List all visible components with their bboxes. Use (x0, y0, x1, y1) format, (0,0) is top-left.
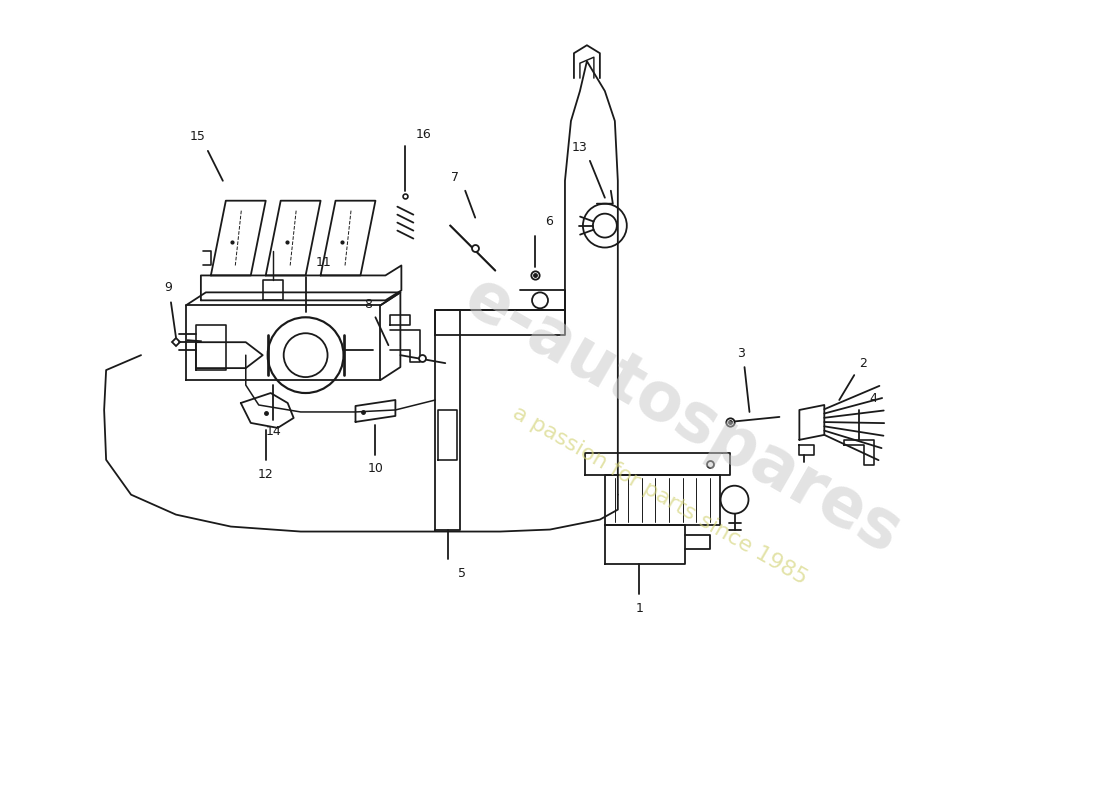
Text: a passion for parts since 1985: a passion for parts since 1985 (509, 402, 811, 589)
Text: 7: 7 (451, 170, 459, 184)
Text: 10: 10 (367, 462, 384, 474)
Text: 8: 8 (364, 298, 373, 311)
Text: 12: 12 (257, 468, 274, 481)
Text: 11: 11 (316, 257, 331, 270)
Text: 14: 14 (265, 425, 282, 438)
Text: 6: 6 (544, 214, 553, 228)
Text: 16: 16 (416, 128, 431, 141)
Text: 5: 5 (458, 567, 465, 581)
Text: 4: 4 (869, 392, 877, 405)
Text: 1: 1 (636, 602, 644, 615)
Text: 13: 13 (572, 141, 587, 154)
Text: 15: 15 (190, 130, 206, 143)
Text: 2: 2 (859, 357, 867, 370)
Text: e-autospares: e-autospares (452, 264, 912, 568)
Text: 3: 3 (738, 347, 746, 360)
Text: 9: 9 (164, 282, 172, 294)
